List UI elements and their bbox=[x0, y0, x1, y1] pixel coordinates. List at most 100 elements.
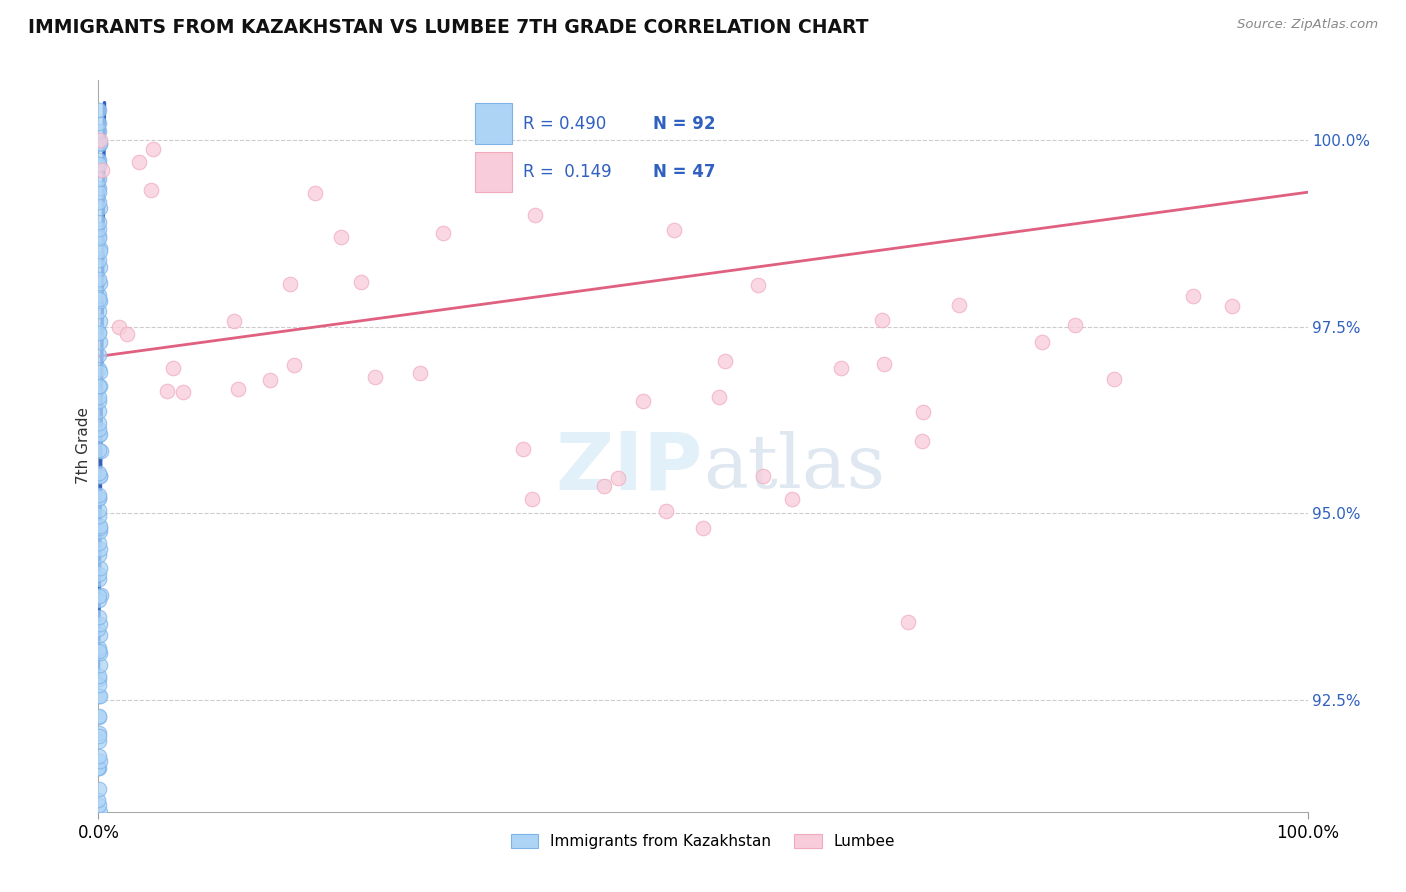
Point bbox=[432, 226, 454, 240]
Point bbox=[89, 542, 111, 557]
Point bbox=[87, 103, 110, 118]
Point bbox=[87, 673, 110, 687]
Point bbox=[87, 362, 110, 376]
Point bbox=[90, 162, 112, 177]
Point bbox=[87, 466, 110, 480]
Point bbox=[89, 172, 111, 186]
Point bbox=[87, 116, 110, 130]
Point bbox=[87, 589, 110, 603]
Point bbox=[89, 426, 111, 441]
Point bbox=[87, 782, 110, 797]
Point bbox=[87, 229, 110, 244]
Point bbox=[89, 133, 111, 147]
Point bbox=[89, 379, 111, 393]
Point bbox=[89, 288, 111, 302]
Point bbox=[89, 335, 111, 350]
Point bbox=[87, 610, 110, 624]
Text: ZIP: ZIP bbox=[555, 429, 703, 507]
Point bbox=[87, 669, 110, 683]
Point bbox=[1102, 372, 1125, 386]
Point bbox=[87, 690, 110, 704]
Point bbox=[752, 468, 775, 483]
Point bbox=[87, 491, 110, 505]
Point bbox=[89, 244, 111, 259]
Point bbox=[89, 572, 111, 586]
Point bbox=[89, 761, 111, 775]
Text: atlas: atlas bbox=[703, 432, 886, 505]
Point bbox=[87, 793, 110, 807]
Point bbox=[87, 535, 110, 549]
Point bbox=[593, 479, 616, 493]
Point bbox=[631, 394, 654, 409]
Point bbox=[90, 588, 112, 602]
Point bbox=[87, 734, 110, 748]
Point bbox=[87, 185, 110, 199]
Point bbox=[873, 357, 896, 371]
Point bbox=[89, 304, 111, 318]
Point bbox=[89, 521, 111, 535]
Point bbox=[948, 297, 970, 311]
Point bbox=[870, 313, 893, 327]
Point bbox=[89, 646, 111, 660]
Point bbox=[714, 354, 737, 368]
Point bbox=[87, 272, 110, 286]
Point bbox=[707, 390, 730, 404]
Point bbox=[89, 468, 111, 483]
Point bbox=[304, 186, 326, 200]
Point bbox=[897, 615, 920, 630]
Point bbox=[87, 390, 110, 404]
Point bbox=[830, 360, 852, 375]
Point bbox=[662, 223, 685, 237]
Point bbox=[90, 444, 112, 458]
Point bbox=[87, 491, 110, 505]
Point bbox=[330, 230, 353, 244]
Point bbox=[87, 231, 110, 245]
Point bbox=[259, 374, 281, 388]
Point bbox=[156, 384, 179, 398]
Point bbox=[1031, 334, 1053, 349]
Point bbox=[89, 616, 111, 631]
Point bbox=[89, 748, 111, 763]
Point bbox=[89, 276, 111, 290]
Point bbox=[87, 761, 110, 775]
Point bbox=[89, 260, 111, 274]
Point bbox=[87, 678, 110, 692]
Point bbox=[87, 761, 110, 775]
Point bbox=[747, 278, 769, 293]
Point bbox=[162, 360, 184, 375]
Point bbox=[87, 158, 110, 172]
Point bbox=[1220, 299, 1243, 313]
Point bbox=[87, 622, 110, 636]
Point bbox=[911, 434, 934, 449]
Point bbox=[89, 561, 111, 575]
Legend: Immigrants from Kazakhstan, Lumbee: Immigrants from Kazakhstan, Lumbee bbox=[505, 828, 901, 855]
Point bbox=[142, 142, 165, 156]
Point bbox=[89, 136, 111, 151]
Point bbox=[89, 201, 111, 215]
Point bbox=[87, 726, 110, 740]
Point bbox=[87, 509, 110, 524]
Point bbox=[512, 442, 534, 456]
Point bbox=[89, 658, 111, 673]
Point bbox=[87, 416, 110, 430]
Point bbox=[87, 394, 110, 409]
Point bbox=[87, 195, 110, 210]
Point bbox=[87, 403, 110, 417]
Point bbox=[87, 641, 110, 656]
Y-axis label: 7th Grade: 7th Grade bbox=[76, 408, 91, 484]
Point bbox=[606, 471, 628, 485]
Point bbox=[364, 370, 387, 384]
Point bbox=[89, 181, 111, 195]
Point bbox=[89, 805, 111, 819]
Point bbox=[87, 326, 110, 340]
Point bbox=[226, 383, 249, 397]
Point bbox=[89, 241, 111, 255]
Point bbox=[87, 326, 110, 340]
Point bbox=[89, 502, 111, 516]
Point bbox=[87, 153, 110, 167]
Point bbox=[87, 797, 110, 812]
Point bbox=[172, 384, 194, 399]
Point bbox=[89, 222, 111, 236]
Point bbox=[283, 358, 305, 372]
Point bbox=[89, 628, 111, 642]
